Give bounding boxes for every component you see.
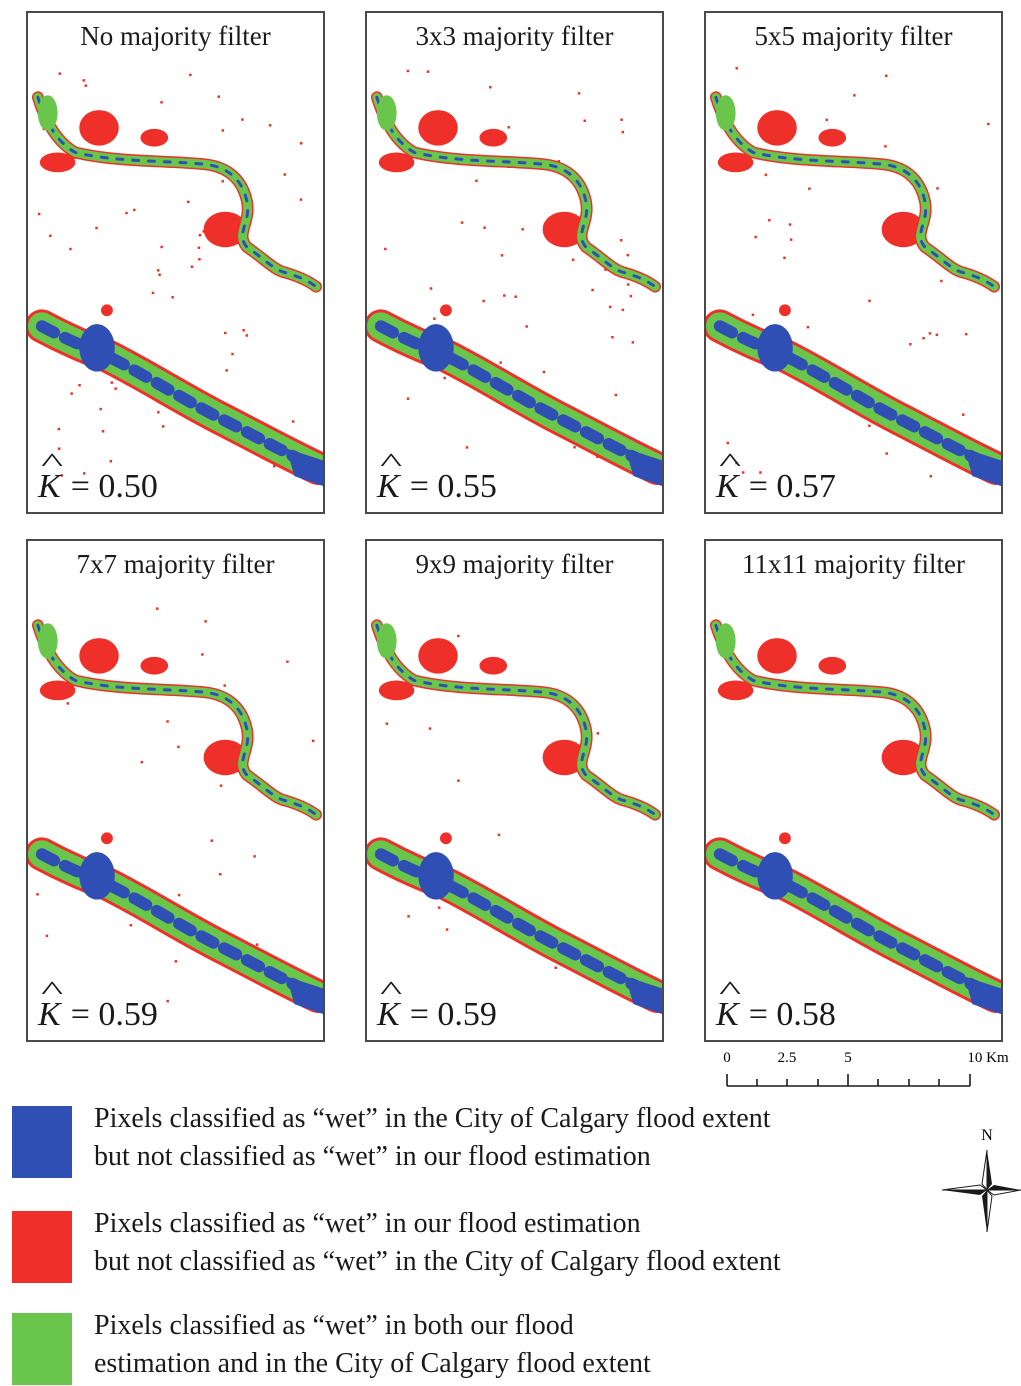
legend-swatch-red: [12, 1211, 72, 1283]
kappa-value: K= 0.50: [38, 468, 168, 506]
panel-title: 7x7 majority filter: [76, 549, 275, 579]
legend-text: Pixels classified as “wet” in the City o…: [94, 1100, 954, 1176]
kappa-value: K= 0.55: [377, 468, 507, 506]
scale-bar: 0 2.5 5 10 Km: [723, 1050, 1009, 1087]
legend-swatch-green: [12, 1313, 72, 1385]
flood-map-graphic: [367, 69, 662, 486]
panel-title: 9x9 majority filter: [415, 549, 614, 579]
scale-bar-ticks: [726, 1074, 971, 1087]
legend-line-1: Pixels classified as “wet” in our flood …: [94, 1208, 641, 1239]
flood-map-graphic: [367, 619, 662, 1014]
legend-line-2: but not classified as “wet” in the City …: [94, 1246, 781, 1277]
panel-title: 5x5 majority filter: [754, 21, 953, 51]
kappa-value: K= 0.59: [38, 996, 168, 1034]
panel-title: 3x3 majority filter: [415, 21, 614, 51]
map-panel-11x11: 11x11 majority filter K= 0.58: [704, 539, 1003, 1042]
north-label: N: [981, 1127, 993, 1144]
scale-label-2-5: 2.5: [778, 1050, 797, 1066]
kappa-value: K= 0.57: [716, 468, 846, 506]
legend-swatch-blue: [12, 1106, 72, 1178]
flood-map-graphic: [28, 607, 323, 1014]
kappa-value: K= 0.59: [377, 996, 507, 1034]
scale-label-0: 0: [723, 1050, 731, 1066]
kappa-value: K= 0.58: [716, 996, 846, 1034]
scale-label-10-km: 10 Km: [967, 1050, 1009, 1066]
legend-text: Pixels classified as “wet” in our flood …: [94, 1205, 954, 1281]
legend-line-1: Pixels classified as “wet” in both our f…: [94, 1310, 574, 1341]
map-panel-9x9: 9x9 majority filter K= 0.59: [365, 539, 664, 1042]
flood-map-graphic: [706, 67, 1001, 486]
map-panel-no-filter: No majority filter K= 0.50: [26, 11, 325, 514]
flood-map-graphic: [706, 619, 1001, 1014]
legend-line-1: Pixels classified as “wet” in the City o…: [94, 1103, 771, 1134]
map-panel-5x5: 5x5 majority filter K= 0.57: [704, 11, 1003, 514]
legend-line-2: estimation and in the City of Calgary fl…: [94, 1348, 651, 1379]
north-arrow-icon: N: [941, 1127, 1021, 1233]
scale-label-5: 5: [844, 1050, 852, 1066]
panel-title: No majority filter: [80, 21, 271, 51]
flood-map-graphic: [28, 72, 323, 486]
legend-text: Pixels classified as “wet” in both our f…: [94, 1307, 954, 1383]
map-panel-3x3: 3x3 majority filter K= 0.55: [365, 11, 664, 514]
panel-title: 11x11 majority filter: [742, 549, 965, 579]
legend-line-2: but not classified as “wet” in our flood…: [94, 1141, 651, 1172]
map-panel-7x7: 7x7 majority filter K= 0.59: [26, 539, 325, 1042]
